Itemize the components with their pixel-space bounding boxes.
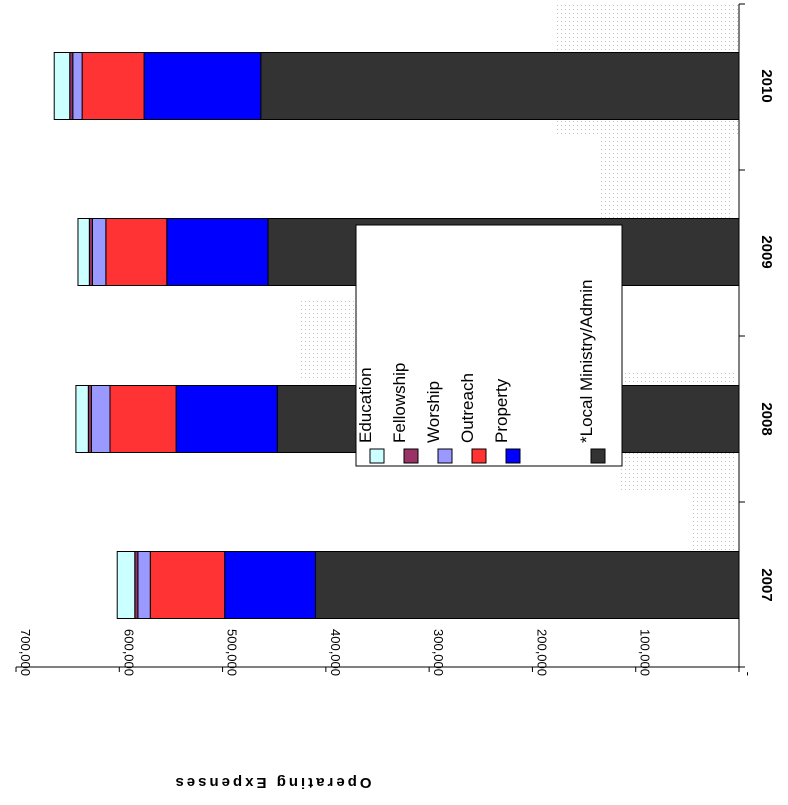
legend-swatch: [505, 448, 521, 464]
category-labels: 2007 2008 2009 2010: [758, 69, 775, 601]
value-tick-label: 300,000: [431, 629, 446, 676]
category-label: 2009: [758, 235, 775, 268]
legend-label: Property: [492, 378, 511, 443]
legend-label: Outreach: [458, 373, 477, 443]
value-tick-label: 400,000: [328, 629, 343, 676]
value-tick-label: 600,000: [121, 629, 136, 676]
category-label: 2008: [758, 402, 775, 435]
legend-label: Worship: [424, 381, 443, 443]
legend: Education Fellowship Worship Outreach Proper…: [355, 224, 623, 467]
value-tick-label: 200,000: [534, 629, 549, 676]
bar-segment: [260, 52, 740, 120]
bar-segment: [90, 385, 111, 453]
bar-segment: [143, 52, 262, 120]
bar-segment: [137, 551, 151, 619]
legend-swatch: [403, 448, 419, 464]
category-label: 2007: [758, 568, 775, 601]
value-tick-label: 500,000: [225, 629, 240, 676]
bar-segment: [72, 52, 83, 120]
bar-segment: [53, 52, 71, 120]
bar-segment: [77, 218, 90, 286]
value-tick-labels: - 100,000 200,000 300,000 400,000 500,000 600,…: [18, 629, 756, 676]
bar-segment: [81, 52, 145, 120]
bar-segment: [149, 551, 226, 619]
legend-label: Fellowship: [390, 363, 409, 443]
value-tick-label: -: [741, 672, 756, 676]
legend-label: Education: [356, 367, 375, 443]
bar-segment: [105, 218, 168, 286]
legend-swatch: [369, 448, 385, 464]
bar-segment: [166, 218, 269, 286]
bar-segment: [224, 551, 317, 619]
value-tick-label: 700,000: [18, 629, 33, 676]
value-axis-title: Operating Expenses: [172, 774, 371, 791]
bar-segment: [315, 551, 740, 619]
legend-swatch: [590, 448, 606, 464]
bar-segment: [116, 551, 136, 619]
legend-swatch: [437, 448, 453, 464]
bar-segment: [91, 218, 107, 286]
legend-box: [355, 224, 623, 467]
bar-segment: [109, 385, 177, 453]
bars: [53, 52, 740, 619]
legend-swatch: [471, 448, 487, 464]
value-tick-label: 100,000: [638, 629, 653, 676]
legend-label: *Local Ministry/Admin: [577, 280, 596, 443]
category-label: 2010: [758, 69, 775, 102]
bar-segment: [75, 385, 89, 453]
bar-segment: [175, 385, 278, 453]
